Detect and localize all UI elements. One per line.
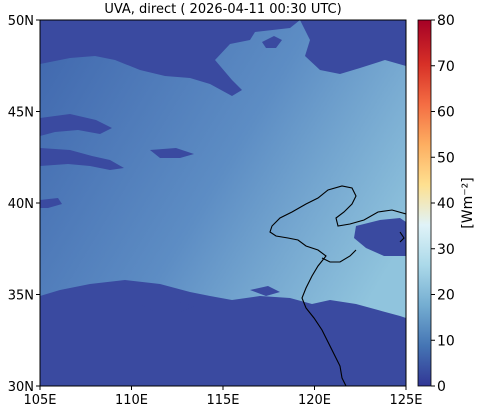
colorbar-tick-80: 80 — [437, 13, 455, 29]
lat-tick-marks — [36, 19, 40, 387]
colorbar-tick-10: 10 — [437, 333, 455, 349]
lat-tick-35: 35N — [8, 289, 34, 304]
colorbar-tick-60: 60 — [437, 105, 455, 121]
map-field — [40, 20, 406, 386]
colorbar-unit-label: [Wm⁻²] — [460, 177, 476, 228]
lon-tick-125: 125E — [389, 393, 422, 408]
map-title: UVA, direct ( 2026-04-11 00:30 UTC) — [104, 2, 342, 17]
lon-tick-110: 110E — [115, 393, 148, 408]
colorbar-tick-70: 70 — [437, 59, 455, 75]
lon-tick-120: 120E — [298, 393, 331, 408]
colorbar-tick-30: 30 — [437, 242, 455, 258]
colorbar-tick-marks — [431, 19, 435, 387]
cloud-regions — [40, 20, 406, 386]
lat-tick-30: 30N — [8, 380, 34, 395]
colorbar — [417, 19, 432, 387]
lon-tick-marks — [39, 386, 407, 390]
lon-tick-105: 105E — [23, 393, 56, 408]
lat-tick-50: 50N — [8, 14, 34, 29]
colorbar-tick-0: 0 — [437, 379, 446, 395]
colorbar-tick-50: 50 — [437, 150, 455, 166]
colorbar-tick-20: 20 — [437, 288, 455, 304]
lat-tick-40: 40N — [8, 197, 34, 212]
coastline — [269, 185, 406, 386]
lat-tick-45: 45N — [8, 106, 34, 121]
lon-tick-115: 115E — [206, 393, 239, 408]
colorbar-tick-40: 40 — [437, 196, 455, 212]
